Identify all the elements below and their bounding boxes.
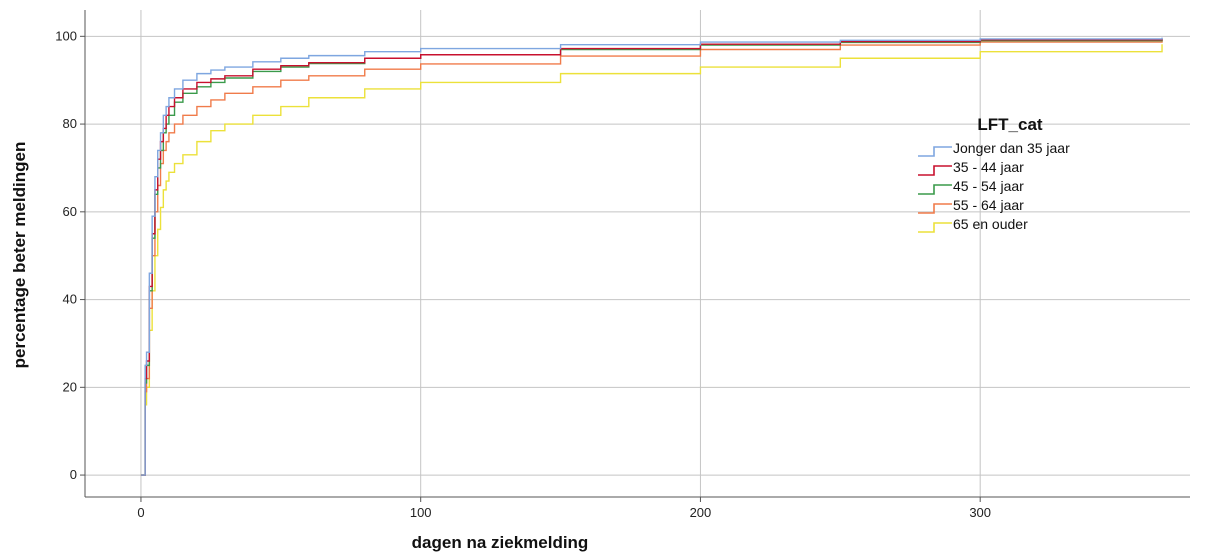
axes xyxy=(80,10,1190,502)
legend-title: LFT_cat xyxy=(977,115,1043,134)
legend-swatch-2 xyxy=(918,165,952,176)
legend-label-5: 65 en ouder xyxy=(953,216,1028,232)
y-tick-label: 60 xyxy=(63,204,77,219)
y-tick-label: 80 xyxy=(63,116,77,131)
legend-swatch-3 xyxy=(918,184,952,195)
x-tick-label: 0 xyxy=(137,505,144,520)
x-axis-title: dagen na ziekmelding xyxy=(412,533,589,552)
y-tick-label: 20 xyxy=(63,379,77,394)
y-axis-title: percentage beter meldingen xyxy=(10,142,29,369)
grid-lines xyxy=(85,10,1190,497)
legend-swatch-1 xyxy=(918,146,952,157)
tick-labels: 0 20 40 60 80 100 0 100 200 300 xyxy=(55,28,991,520)
legend-swatch-5 xyxy=(918,222,952,233)
series-line-5 xyxy=(140,44,1163,476)
y-tick-label: 40 xyxy=(63,292,77,307)
y-tick-label: 100 xyxy=(55,28,77,43)
legend: LFT_cat Jonger dan 35 jaar 35 - 44 jaar 45 … xyxy=(918,115,1070,233)
series-line-4 xyxy=(140,39,1163,476)
series-line-3 xyxy=(140,38,1163,476)
legend-swatch-4 xyxy=(918,203,952,214)
legend-label-4: 55 - 64 jaar xyxy=(953,197,1024,213)
legend-label-2: 35 - 44 jaar xyxy=(953,159,1024,175)
y-tick-label: 0 xyxy=(70,467,77,482)
legend-label-1: Jonger dan 35 jaar xyxy=(953,140,1070,156)
series-line-2 xyxy=(140,38,1163,476)
legend-label-3: 45 - 54 jaar xyxy=(953,178,1024,194)
x-tick-label: 200 xyxy=(690,505,712,520)
series-line-1 xyxy=(140,37,1163,476)
x-tick-label: 300 xyxy=(969,505,991,520)
x-tick-label: 100 xyxy=(410,505,432,520)
series-lines xyxy=(140,37,1163,476)
